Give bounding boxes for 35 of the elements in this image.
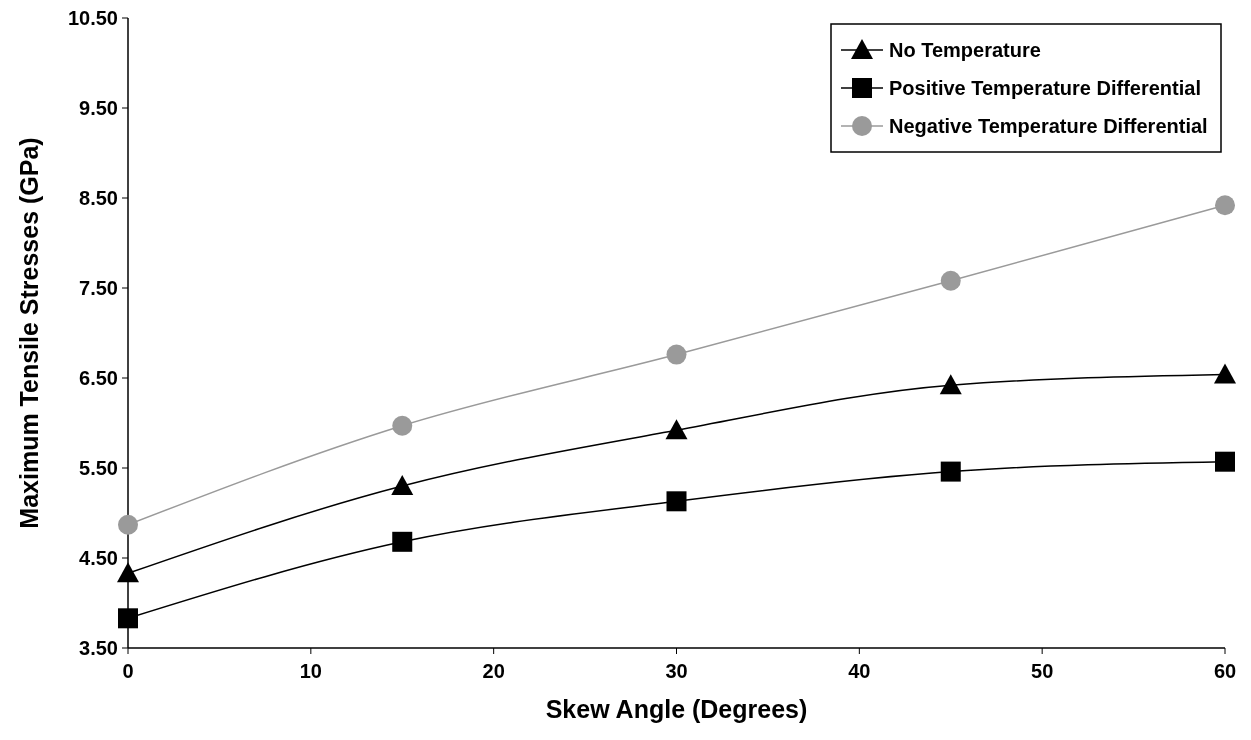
x-tick-label: 0	[122, 660, 134, 682]
y-tick-label: 8.50	[79, 187, 118, 209]
point	[117, 562, 139, 583]
legend-label: Positive Temperature Differential	[889, 77, 1201, 99]
y-tick-label: 6.50	[79, 367, 118, 389]
x-axis-title: Skew Angle (Degrees)	[545, 695, 808, 723]
point	[940, 270, 961, 291]
legend-label: No Temperature	[889, 39, 1041, 61]
y-tick-label: 10.50	[67, 7, 118, 29]
point	[666, 344, 687, 365]
point	[1215, 451, 1235, 472]
point	[1215, 195, 1235, 216]
x-tick-label: 20	[482, 660, 505, 682]
y-tick-label: 4.50	[79, 547, 118, 569]
point	[666, 491, 687, 512]
y-tick-label: 7.50	[79, 277, 118, 299]
x-tick-label: 60	[1213, 660, 1237, 682]
point	[118, 608, 138, 629]
point	[940, 461, 961, 482]
y-tick-label: 5.50	[79, 457, 118, 479]
point	[391, 475, 414, 495]
x-tick-label: 30	[665, 660, 688, 682]
point	[392, 531, 413, 552]
legend-label: Negative Temperature Differential	[889, 115, 1208, 137]
point	[118, 514, 138, 535]
point	[1214, 363, 1236, 384]
point	[392, 415, 413, 436]
y-tick-label: 3.50	[79, 637, 118, 659]
x-tick-label: 10	[299, 660, 322, 682]
y-axis-title: Maximum Tensile Stresses (GPa)	[15, 137, 43, 529]
x-tick-label: 40	[848, 660, 871, 682]
point	[665, 419, 688, 440]
x-tick-label: 50	[1031, 660, 1054, 682]
point	[939, 374, 962, 395]
y-tick-label: 9.50	[79, 97, 118, 119]
